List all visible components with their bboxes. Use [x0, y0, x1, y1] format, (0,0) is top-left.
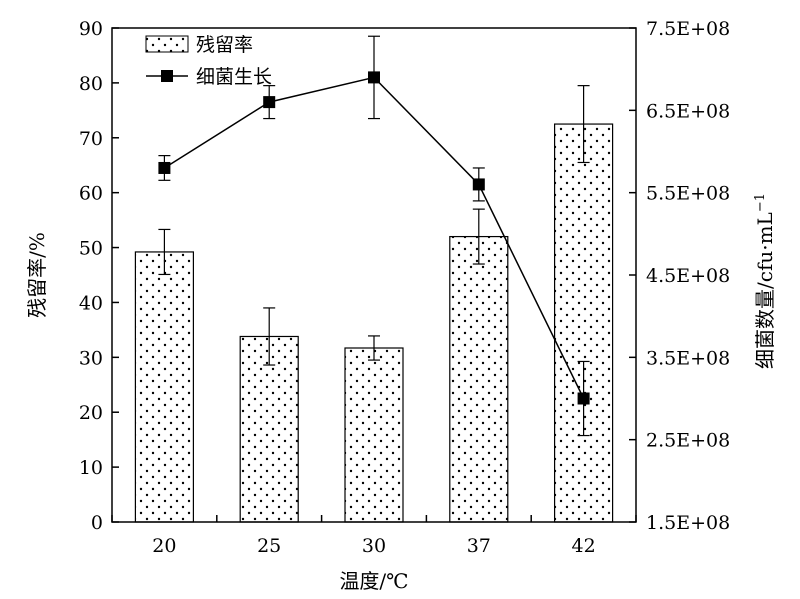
y2-tick-label: 3.5E+08	[646, 347, 730, 369]
bar	[449, 235, 509, 523]
y2-tick-label: 5.5E+08	[646, 183, 730, 205]
legend-bar-swatch	[145, 35, 189, 53]
right-axis-ticks: 1.5E+08 2.5E+08 3.5E+08 4.5E+08 5.5E+08 6.5E+…	[629, 18, 730, 534]
bar-error-bars	[158, 85, 590, 366]
x-tick-label: 30	[362, 535, 386, 557]
y-tick-label: 70	[79, 128, 103, 150]
y-tick-label: 60	[79, 183, 103, 205]
y2-tick-label: 4.5E+08	[646, 265, 730, 287]
bar-series	[134, 123, 614, 523]
plot-frame	[111, 27, 637, 523]
y2-tick-label: 7.5E+08	[646, 18, 730, 40]
legend-square-marker	[161, 70, 173, 82]
line-point	[472, 178, 485, 191]
x-axis-title: 温度/℃	[339, 569, 408, 593]
y2-axis-title-sup: −1	[753, 193, 768, 212]
bar	[239, 335, 299, 523]
left-axis-ticks: 0 10 20 30 40 50 60 70 80 90	[79, 18, 119, 534]
legend-bar-label: 残留率	[196, 34, 253, 56]
bar	[344, 347, 404, 523]
bar	[553, 123, 614, 523]
y2-axis-title: 细菌数量/cfu·mL−1	[753, 193, 777, 369]
y2-tick-label: 1.5E+08	[646, 512, 730, 534]
legend-line-label: 细菌生长	[196, 66, 272, 88]
y-tick-label: 50	[79, 238, 103, 260]
y-tick-label: 20	[79, 402, 103, 424]
line-series	[158, 35, 590, 437]
y-tick-label: 80	[79, 73, 103, 95]
legend: 残留率 细菌生长	[145, 34, 272, 88]
y-axis-title: 残留率/%	[25, 232, 49, 318]
y2-tick-label: 6.5E+08	[646, 100, 730, 122]
y-tick-label: 10	[79, 457, 103, 479]
line-point	[263, 96, 276, 109]
y2-axis-title-main: 细菌数量/cfu·mL	[753, 212, 777, 369]
x-tick-label: 25	[257, 535, 281, 557]
y-tick-label: 0	[91, 512, 103, 534]
bar	[134, 251, 194, 523]
line-point	[158, 161, 171, 174]
y-tick-label: 40	[79, 292, 103, 314]
y-tick-label: 90	[79, 18, 103, 40]
x-tick-label: 42	[572, 535, 596, 557]
y2-tick-label: 2.5E+08	[646, 430, 730, 452]
line-point	[368, 71, 380, 84]
x-tick-label: 20	[152, 535, 176, 557]
x-tick-label: 37	[467, 535, 491, 557]
line-point	[577, 392, 590, 405]
y-tick-label: 30	[79, 347, 103, 369]
